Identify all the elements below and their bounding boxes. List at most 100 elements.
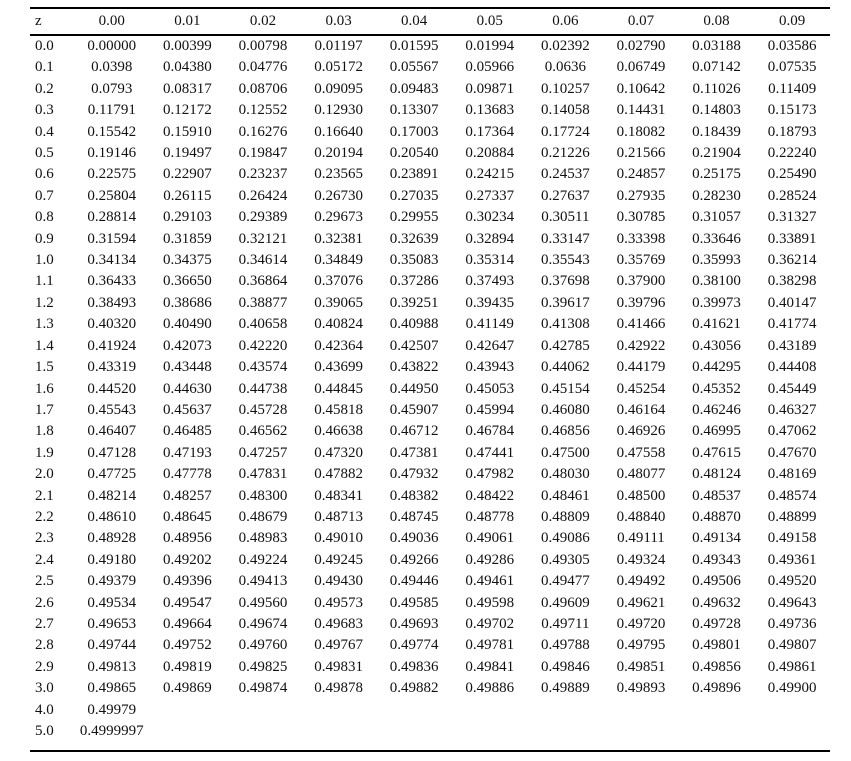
- cell-value: 0.48214: [87, 487, 137, 504]
- cell-value: 0.35314: [465, 252, 515, 269]
- cell-value: 0.49744: [87, 637, 137, 654]
- cell-value: 0.21226: [540, 145, 590, 162]
- cell-value: 0.49900: [767, 680, 817, 697]
- table-row: 2.3 0.48928 0.48956 0.48983 0.49010 0.49036 0.…: [30, 528, 830, 549]
- table-row: 2.8 0.49744 0.49752 0.49760 0.49767 0.49774 0.…: [30, 635, 830, 656]
- cell-value: 0.47778: [163, 466, 212, 483]
- cell-value: 0.40824: [314, 316, 363, 333]
- cell-value: 0.40490: [163, 316, 212, 333]
- cell-value: 0.15542: [87, 123, 137, 140]
- cell-value: 0.03188: [692, 38, 741, 54]
- cell-value: [150, 700, 226, 721]
- cell-value: 0.04380: [163, 59, 212, 76]
- cell-value: 0.17003: [389, 123, 439, 140]
- cell-value: 0.38877: [238, 294, 288, 311]
- cell-value: 0.39617: [540, 294, 590, 311]
- cell-value: 0.38686: [163, 294, 212, 311]
- cell-value: 0.49882: [389, 680, 439, 697]
- cell-value: 0.49846: [540, 658, 590, 675]
- cell-value: 0.49492: [616, 573, 666, 590]
- cell-value: 0.47320: [314, 444, 363, 461]
- cell-value: 0.48257: [163, 487, 212, 504]
- cell-value: 0.07535: [767, 59, 817, 76]
- z-value: 0.6: [35, 166, 54, 183]
- cell-value: 0.49446: [389, 573, 439, 590]
- table-row: 0.7 0.25804 0.26115 0.26424 0.26730 0.27035 0.…: [30, 186, 830, 207]
- cell-value: 0.27935: [616, 187, 666, 204]
- table-row: 2.6 0.49534 0.49547 0.49560 0.49573 0.49585 0.…: [30, 593, 830, 614]
- cell-value: 0.48537: [692, 487, 741, 504]
- cell-value: 0.23237: [238, 166, 288, 183]
- cell-value: 0.30785: [616, 209, 666, 226]
- cell-value: 0.49851: [616, 658, 666, 675]
- z-value: 0.8: [35, 209, 54, 226]
- cell-value: 0.46080: [540, 401, 590, 418]
- cell-value: 0.45449: [767, 380, 817, 397]
- z-value: 2.0: [35, 466, 54, 483]
- cell-value: 0.05172: [314, 59, 363, 76]
- cell-value: 0.21904: [692, 145, 741, 162]
- table-row: 2.5 0.49379 0.49396 0.49413 0.49430 0.49446 0.…: [30, 571, 830, 592]
- cell-value: 0.30234: [465, 209, 515, 226]
- cell-value: 0.16640: [314, 123, 363, 140]
- cell-value: 0.33891: [767, 230, 817, 247]
- z-value: 1.6: [35, 380, 54, 397]
- cell-value: 0.45543: [87, 401, 137, 418]
- z-value: 0.0: [35, 38, 54, 54]
- cell-value: 0.48422: [465, 487, 515, 504]
- table-row: 0.0 0.00000 0.00399 0.00798 0.01197 0.01595 0.…: [30, 35, 830, 57]
- table-row: 0.6 0.22575 0.22907 0.23237 0.23565 0.23891 0.…: [30, 164, 830, 185]
- cell-value: 0.49086: [540, 530, 590, 547]
- table-row: 1.0 0.34134 0.34375 0.34614 0.34849 0.35083 0.…: [30, 250, 830, 271]
- cell-value: [452, 700, 528, 721]
- cell-value: 0.47615: [692, 444, 741, 461]
- cell-value: 0.23891: [389, 166, 439, 183]
- cell-value: 0.44738: [238, 380, 288, 397]
- cell-value: 0.31594: [87, 230, 137, 247]
- cell-value: 0.49324: [616, 551, 666, 568]
- cell-value: 0.18439: [692, 123, 741, 140]
- cell-value: 0.40988: [389, 316, 439, 333]
- cell-value: 0.49180: [87, 551, 137, 568]
- col-header: 0.03: [300, 9, 377, 36]
- table-row: 5.0 0.4999997: [30, 721, 830, 742]
- cell-value: 0.46926: [616, 423, 666, 440]
- cell-value: 0.46246: [692, 401, 741, 418]
- cell-value: 0.38100: [692, 273, 741, 290]
- cell-value: 0.22907: [163, 166, 212, 183]
- cell-value: 0.48679: [238, 508, 288, 525]
- cell-value: 0.48030: [540, 466, 590, 483]
- cell-value: 0.27337: [465, 187, 515, 204]
- cell-value: 0.04776: [238, 59, 288, 76]
- cell-value: 0.48809: [540, 508, 590, 525]
- cell-value: 0.19847: [238, 145, 288, 162]
- table-row: 0.1 0.0398 0.04380 0.04776 0.05172 0.05567 0.0…: [30, 57, 830, 78]
- cell-value: 0.36214: [767, 252, 817, 269]
- cell-value: 0.47381: [389, 444, 439, 461]
- cell-value: 0.40320: [87, 316, 137, 333]
- table-row: 2.0 0.47725 0.47778 0.47831 0.47882 0.47932 0.…: [30, 464, 830, 485]
- z-value: 0.9: [35, 230, 54, 247]
- cell-value: 0.49760: [238, 637, 288, 654]
- cell-value: 0.48574: [767, 487, 817, 504]
- cell-value: 0.25804: [87, 187, 137, 204]
- cell-value: 0.44630: [163, 380, 212, 397]
- cell-value: 0.48745: [389, 508, 439, 525]
- cell-value: 0.40658: [238, 316, 288, 333]
- cell-value: 0.49305: [540, 551, 590, 568]
- z-value: 0.4: [35, 123, 54, 140]
- cell-value: 0.14803: [692, 102, 741, 119]
- cell-value: [603, 700, 679, 721]
- cell-value: 0.18793: [767, 123, 817, 140]
- z-value: 2.8: [35, 637, 54, 654]
- cell-value: 0.23565: [314, 166, 363, 183]
- cell-value: 0.13683: [465, 102, 515, 119]
- cell-value: 0.43319: [87, 359, 137, 376]
- cell-value: 0.49720: [616, 615, 666, 632]
- cell-value: 0.49134: [692, 530, 741, 547]
- cell-value: 0.43448: [163, 359, 212, 376]
- cell-value: 0.41149: [465, 316, 514, 333]
- cell-value: [679, 700, 755, 721]
- cell-value: 0.26115: [163, 187, 212, 204]
- cell-value: 0.48382: [389, 487, 439, 504]
